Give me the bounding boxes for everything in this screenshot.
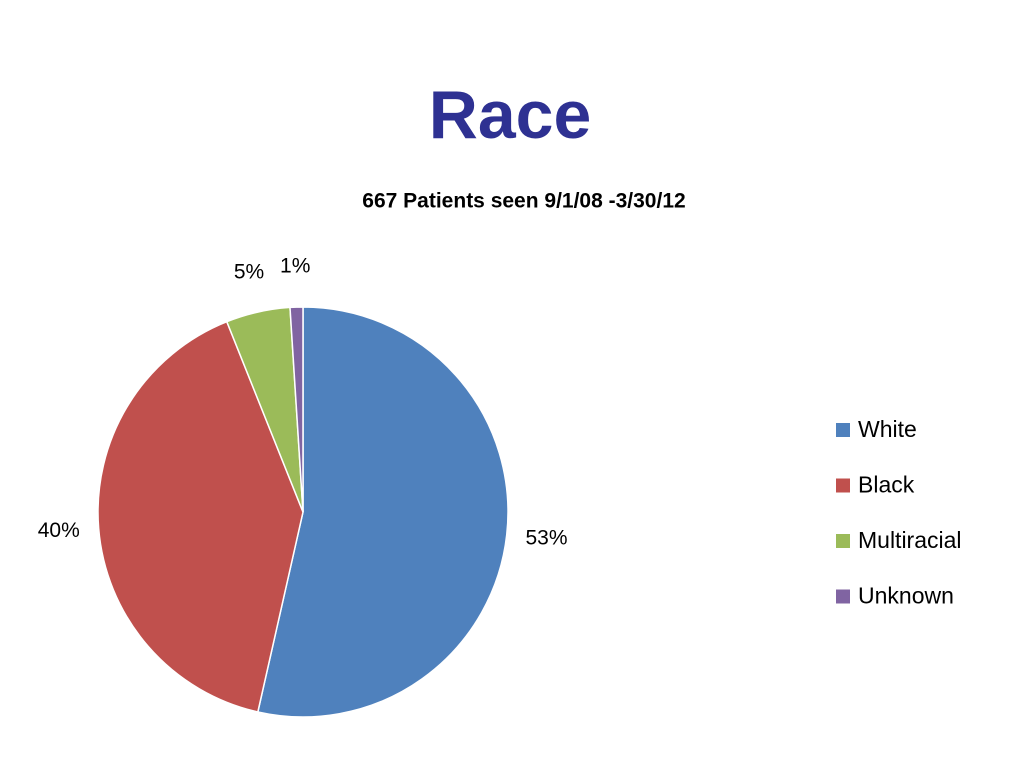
data-label: 53% [525,527,567,550]
legend-label: Black [858,472,915,498]
pie-slice [289,306,304,513]
data-label: 5% [234,261,264,284]
legend-swatch [836,423,850,437]
legend-swatch [836,534,850,548]
legend-label: Multiracial [858,527,962,553]
legend-label: Unknown [858,583,954,609]
chart-subtitle: 667 Patients seen 9/1/08 -3/30/12 [362,190,685,213]
pie-slice [256,306,509,718]
data-label: 40% [38,519,80,542]
legend-swatch [836,589,850,604]
pie-slice [97,320,304,713]
data-label: 1% [280,255,310,278]
legend-label: White [858,416,917,442]
legend-swatch [836,478,850,493]
chart-title: Race [429,77,592,153]
